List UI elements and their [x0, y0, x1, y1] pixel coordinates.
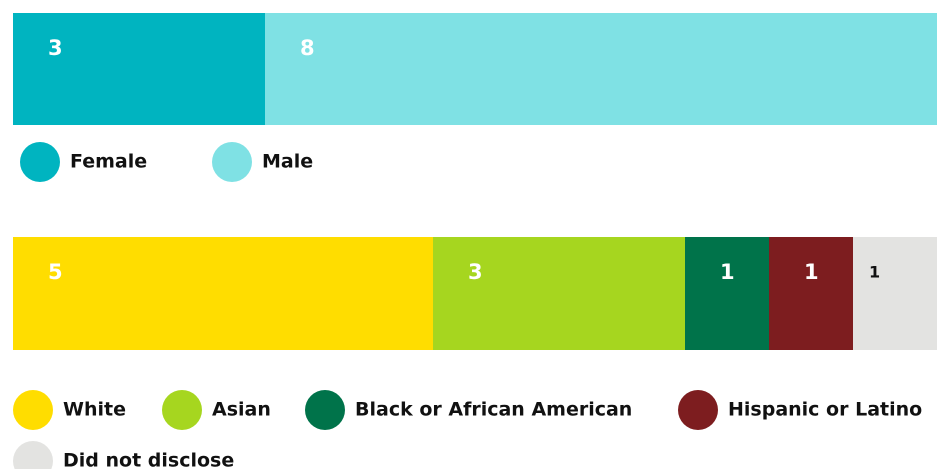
legend-swatch [162, 390, 202, 430]
data-label: 3 [48, 36, 63, 60]
legend-label: Asian [212, 399, 271, 421]
bar-segment [265, 13, 937, 125]
legend-swatch [212, 142, 252, 182]
bar-segment [853, 237, 937, 350]
data-label: 8 [300, 36, 315, 60]
legend-label: Did not disclose [63, 450, 234, 469]
legend-swatch [305, 390, 345, 430]
legend-label: Male [262, 151, 313, 173]
legend-label: Hispanic or Latino [728, 399, 922, 421]
data-label: 3 [468, 260, 483, 284]
data-label: 1 [869, 263, 880, 282]
bar-segment [13, 13, 265, 125]
data-label: 1 [720, 260, 735, 284]
data-label: 1 [804, 260, 819, 284]
legend-swatch [678, 390, 718, 430]
bar-segment [769, 237, 853, 350]
legend-swatch [20, 142, 60, 182]
legend-label: Black or African American [355, 399, 632, 421]
bar-segment [13, 237, 433, 350]
legend-label: White [63, 399, 126, 421]
bar-segment [433, 237, 685, 350]
legend-label: Female [70, 151, 147, 173]
legend-swatch [13, 390, 53, 430]
bar-segment [685, 237, 769, 350]
data-label: 5 [48, 260, 63, 284]
legend-swatch [13, 441, 53, 469]
